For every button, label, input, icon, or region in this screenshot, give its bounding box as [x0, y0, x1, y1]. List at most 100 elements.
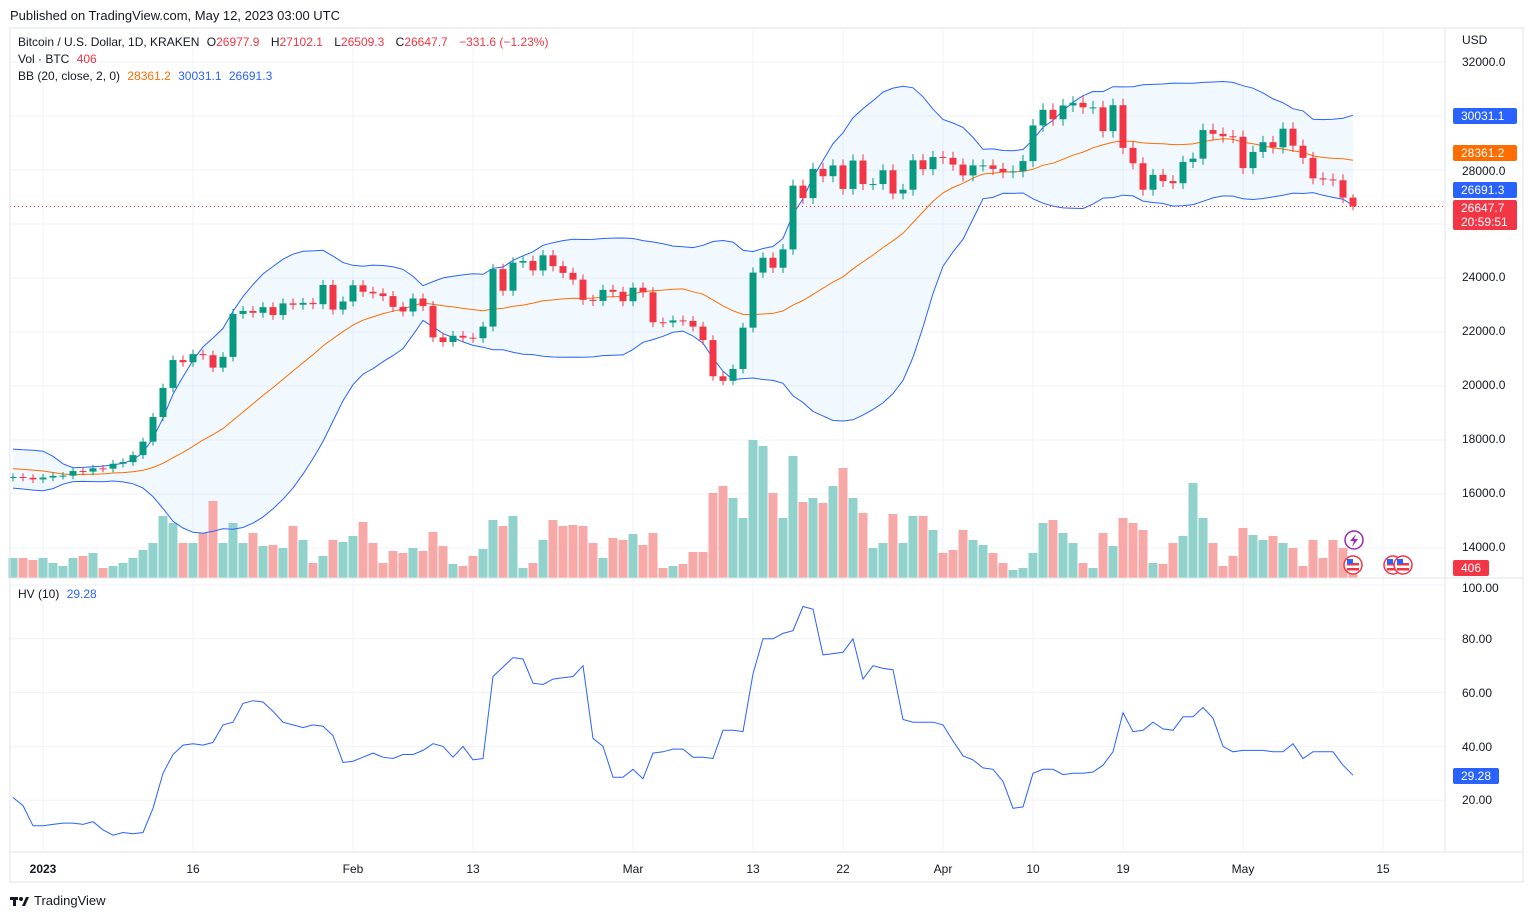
volume-bar: [258, 546, 268, 578]
volume-bar: [738, 518, 748, 578]
candle-body: [1119, 105, 1127, 148]
volume-bar: [588, 543, 598, 578]
candle-body: [219, 356, 227, 368]
volume-bar: [1298, 566, 1308, 578]
volume-bar: [228, 523, 238, 578]
candle-body: [1289, 128, 1297, 146]
volume-bar: [408, 548, 418, 578]
volume-bar: [1048, 520, 1058, 578]
currency-label: USD: [1462, 33, 1488, 47]
candle-body: [559, 266, 567, 273]
candle-body: [1339, 180, 1347, 198]
candle-body: [189, 354, 197, 363]
volume-bar: [1208, 543, 1218, 578]
candle-body: [1169, 181, 1177, 184]
candle-body: [829, 165, 837, 177]
volume-bar: [898, 543, 908, 578]
candle-body: [499, 269, 507, 291]
volume-bar: [1088, 568, 1098, 578]
candle-body: [299, 302, 307, 305]
candle-body: [239, 310, 247, 314]
volume-bar: [238, 543, 248, 578]
candle-body: [439, 337, 447, 342]
hv-legend[interactable]: HV (10) 29.28: [18, 587, 101, 601]
candle-body: [179, 360, 187, 363]
candle-body: [269, 307, 277, 315]
volume-bar: [148, 543, 158, 578]
volume-bar: [138, 550, 148, 578]
bb-upper-value: 30031.1: [178, 69, 222, 83]
hv-series-line: [12, 605, 1354, 836]
volume-bar: [818, 503, 828, 578]
bb-basis-value: 28361.2: [127, 69, 171, 83]
candle-body: [759, 257, 767, 273]
candle-body: [479, 326, 487, 339]
volume-bar: [338, 542, 348, 578]
tradingview-logo[interactable]: TradingView: [10, 893, 106, 908]
volume-bar: [778, 518, 788, 578]
candle-body: [919, 160, 927, 170]
volume-bar: [318, 556, 328, 578]
candle-body: [249, 310, 257, 313]
volume-bar: [518, 568, 528, 578]
volume-bar: [768, 493, 778, 578]
candle-body: [129, 455, 137, 463]
candle-body: [409, 298, 417, 312]
volume-legend[interactable]: Vol · BTC 406: [18, 52, 101, 66]
candle-body: [339, 301, 347, 310]
volume-bar: [758, 446, 768, 578]
candles: [9, 96, 1445, 483]
flag-stripe: [1347, 568, 1359, 571]
volume-bar: [1308, 540, 1318, 578]
price-tick: 16000.0: [1462, 486, 1506, 500]
volume-bar: [708, 493, 718, 578]
volume-bar: [1268, 536, 1278, 578]
volume-bar: [268, 545, 278, 578]
candle-body: [59, 475, 67, 477]
symbol-name: Bitcoin / U.S. Dollar, 1D, KRAKEN: [18, 35, 200, 49]
candle-body: [949, 157, 957, 165]
volume-bar: [1238, 528, 1248, 578]
candle-body: [809, 168, 817, 199]
candle-body: [639, 287, 647, 293]
volume-bar: [68, 558, 78, 578]
volume-bar: [438, 546, 448, 578]
volume-bar: [28, 560, 38, 578]
time-tick: 22: [836, 862, 850, 876]
candle-body: [679, 320, 687, 322]
volume-bar: [678, 564, 688, 578]
volume-bar: [468, 556, 478, 578]
volume-bar: [1168, 543, 1178, 578]
candle-body: [1209, 130, 1217, 134]
time-tick: Mar: [622, 862, 644, 876]
volume-bar: [398, 553, 408, 578]
bb-upper-line: [12, 80, 1354, 469]
volume-bar: [508, 516, 518, 578]
candle-body: [989, 165, 997, 169]
candle-body: [939, 157, 947, 159]
volume-bar: [1138, 530, 1148, 578]
candle-body: [419, 298, 427, 307]
candle-body: [359, 285, 367, 292]
candle-body: [1009, 171, 1017, 173]
candle-body: [1039, 109, 1047, 126]
candle-body: [1269, 142, 1277, 148]
price-tick: 22000.0: [1462, 324, 1506, 338]
tradingview-logo-icon: [10, 896, 29, 906]
volume-bar: [458, 566, 468, 578]
candle-body: [1049, 109, 1057, 120]
candle-body: [729, 368, 737, 381]
candle-body: [1199, 130, 1207, 159]
volume-bar: [48, 563, 58, 578]
volume-bar: [128, 558, 138, 578]
candle-body: [49, 475, 57, 478]
volume-bar: [698, 552, 708, 578]
candle-body: [1299, 145, 1307, 158]
candle-body: [959, 164, 967, 176]
chart-border: [9, 27, 1524, 883]
volume-bar: [798, 502, 808, 578]
bb-legend[interactable]: BB (20, close, 2, 0) 28361.2 30031.1 266…: [18, 69, 276, 83]
symbol-legend[interactable]: Bitcoin / U.S. Dollar, 1D, KRAKEN O26977…: [18, 35, 552, 49]
low-label: L: [334, 35, 341, 49]
